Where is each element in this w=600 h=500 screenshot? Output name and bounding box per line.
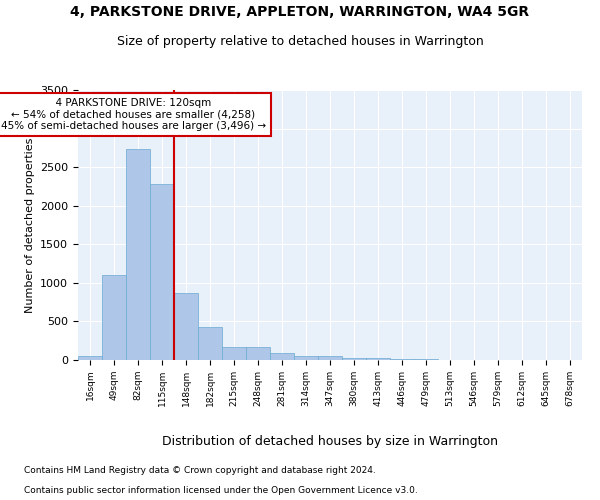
Text: Distribution of detached houses by size in Warrington: Distribution of detached houses by size … [162,435,498,448]
Bar [174,293,198,360]
Text: Contains public sector information licensed under the Open Government Licence v3: Contains public sector information licen… [24,486,418,495]
Bar [294,356,318,360]
Bar [78,356,102,360]
Bar [198,327,222,360]
Text: Contains HM Land Registry data © Crown copyright and database right 2024.: Contains HM Land Registry data © Crown c… [24,466,376,475]
Text: Size of property relative to detached houses in Warrington: Size of property relative to detached ho… [116,35,484,48]
Text: 4 PARKSTONE DRIVE: 120sqm  
← 54% of detached houses are smaller (4,258)
45% of : 4 PARKSTONE DRIVE: 120sqm ← 54% of detac… [1,98,266,131]
Y-axis label: Number of detached properties: Number of detached properties [25,138,35,312]
Bar [222,347,246,360]
Bar [318,356,342,360]
Bar [390,359,414,360]
Text: 4, PARKSTONE DRIVE, APPLETON, WARRINGTON, WA4 5GR: 4, PARKSTONE DRIVE, APPLETON, WARRINGTON… [70,5,530,19]
Bar [414,359,438,360]
Bar [126,148,150,360]
Bar [366,358,390,360]
Bar [150,184,174,360]
Bar [246,348,270,360]
Bar [342,358,366,360]
Bar [102,275,126,360]
Bar [270,354,294,360]
